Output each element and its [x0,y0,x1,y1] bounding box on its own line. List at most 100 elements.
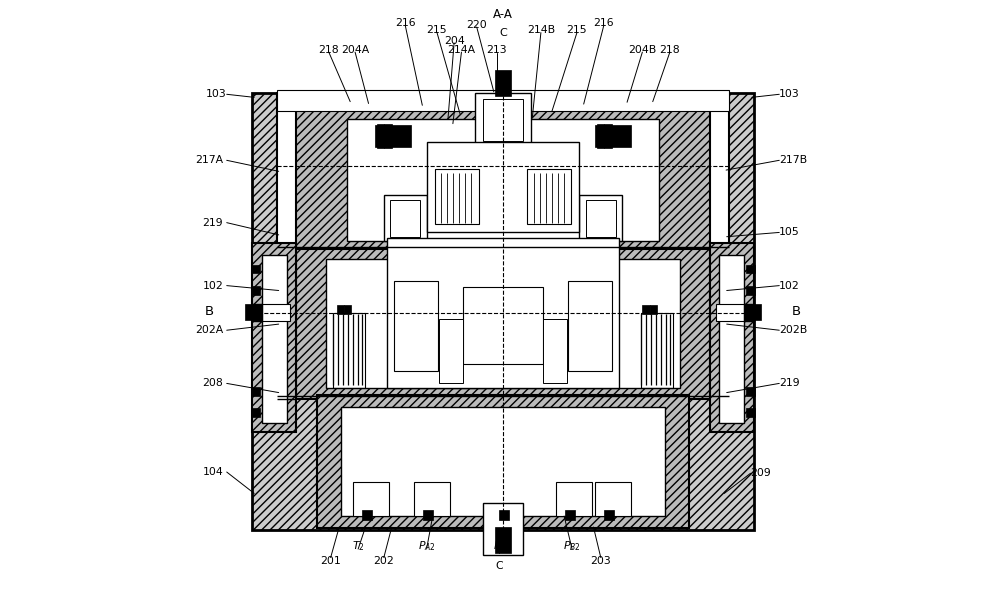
Bar [394,281,439,371]
Text: $P_{B2}$: $P_{B2}$ [563,540,580,553]
Text: 220: 220 [467,20,487,29]
Text: 204B: 204B [628,45,657,55]
Bar [277,90,729,111]
Bar [377,123,384,148]
Bar [464,287,542,364]
Bar [263,304,291,321]
Bar [596,483,631,516]
Text: $P_{A2}$: $P_{A2}$ [417,540,436,553]
Bar [605,123,612,148]
Bar [746,387,754,395]
Bar [743,304,753,321]
Text: 215: 215 [566,25,588,35]
Bar [650,305,657,314]
Bar [252,286,260,295]
Bar [527,169,571,225]
Bar [297,249,709,398]
Bar [390,200,421,237]
Bar [564,510,574,519]
Bar [317,395,689,528]
Text: 102: 102 [780,281,800,290]
Bar [337,305,344,314]
Text: 105: 105 [780,227,800,238]
Bar [746,408,754,417]
Bar [718,255,744,423]
Bar [253,304,263,321]
Text: 104: 104 [202,467,223,477]
Text: 217A: 217A [195,155,223,165]
Bar [715,304,743,321]
Bar [362,510,371,519]
Bar [749,304,761,320]
Bar [484,503,522,554]
Text: 204A: 204A [341,45,369,55]
Text: 216: 216 [395,18,415,28]
Bar [595,125,632,147]
Text: 217B: 217B [780,155,808,165]
Bar [484,99,522,141]
Bar [427,142,579,233]
Text: 202A: 202A [195,325,223,335]
Bar [384,195,427,241]
Text: 213: 213 [487,45,507,55]
Bar [326,259,680,387]
Text: C: C [499,28,507,38]
Text: 204: 204 [444,36,465,45]
Bar [262,255,288,423]
Bar [374,125,411,147]
Bar [423,510,433,519]
Text: B: B [792,305,801,319]
Text: 201: 201 [320,556,341,565]
Bar [252,265,260,273]
Bar [387,238,619,387]
Text: 202: 202 [373,556,394,565]
Bar [746,286,754,295]
Bar [567,281,612,371]
Text: 208: 208 [202,378,223,389]
Bar [344,305,351,314]
Text: 215: 215 [427,25,448,35]
Bar [384,123,391,148]
Bar [341,407,665,516]
Text: $P_2$: $P_2$ [493,540,506,553]
Bar [579,195,622,241]
Bar [598,123,605,148]
Bar [499,510,508,519]
Bar [476,93,530,147]
Text: 214A: 214A [448,45,476,55]
Bar [333,313,365,387]
Bar [641,313,673,387]
Text: 214B: 214B [527,25,555,35]
Bar [297,93,709,252]
Text: 216: 216 [594,18,615,28]
Bar [353,483,388,516]
Bar [439,319,464,383]
Text: 209: 209 [750,468,772,478]
Bar [435,169,479,225]
Bar [495,527,511,553]
Bar [252,387,260,395]
Bar [347,119,659,241]
Text: 218: 218 [660,45,680,55]
Bar [709,243,753,432]
Text: 219: 219 [780,378,800,389]
Bar [277,93,729,332]
Text: 219: 219 [202,217,223,228]
Text: 203: 203 [591,556,612,565]
Bar [746,265,754,273]
Bar [495,71,511,96]
Text: 202B: 202B [780,325,808,335]
Text: 102: 102 [202,281,223,290]
Bar [253,93,753,530]
Text: 103: 103 [780,89,800,99]
Bar [556,483,592,516]
Bar [643,305,650,314]
Bar [252,408,260,417]
Bar [585,200,616,237]
Text: A-A: A-A [493,9,513,21]
Text: 218: 218 [319,45,339,55]
Bar [245,304,257,320]
Bar [542,319,567,383]
Text: 103: 103 [206,89,226,99]
Text: C: C [496,561,503,571]
